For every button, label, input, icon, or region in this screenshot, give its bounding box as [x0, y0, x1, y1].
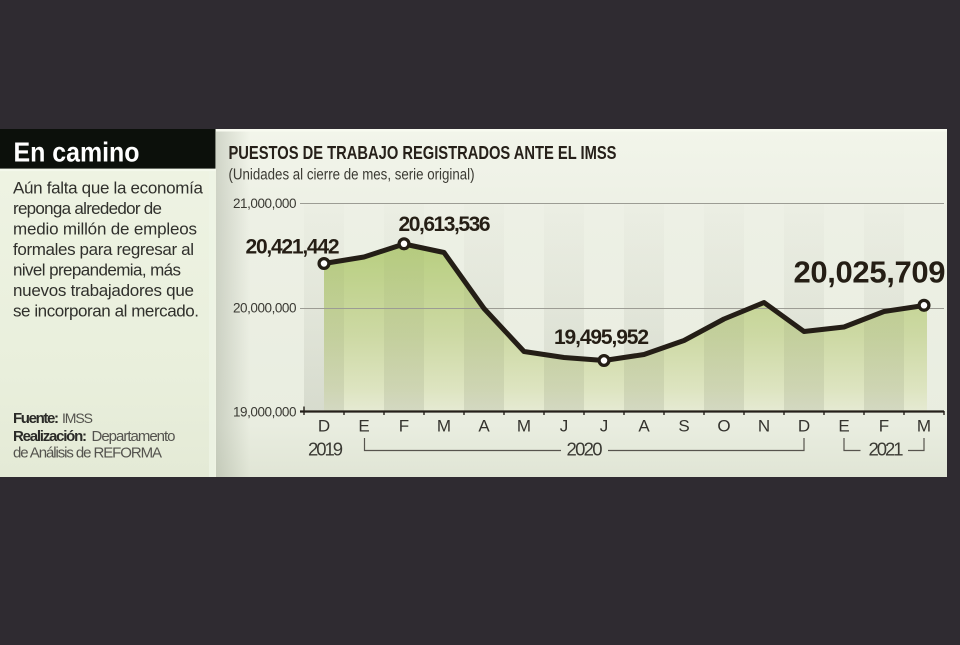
svg-text:Aún falta que la economía: Aún falta que la economía	[13, 179, 204, 198]
svg-text:2021: 2021	[869, 439, 904, 460]
svg-text:J: J	[560, 417, 569, 436]
svg-text:(Unidades al cierre de mes, se: (Unidades al cierre de mes, serie origin…	[229, 167, 475, 184]
svg-text:21,000,000: 21,000,000	[233, 196, 297, 211]
svg-text:Fuente:: Fuente:	[13, 410, 59, 427]
svg-text:A: A	[478, 417, 490, 436]
svg-text:O: O	[717, 417, 730, 436]
svg-text:2019: 2019	[308, 439, 343, 460]
svg-text:M: M	[437, 417, 451, 436]
svg-text:F: F	[879, 417, 889, 436]
svg-text:se incorporan al mercado.: se incorporan al mercado.	[13, 302, 199, 321]
svg-text:D: D	[798, 417, 810, 436]
svg-text:En camino: En camino	[14, 136, 140, 167]
svg-text:M: M	[917, 417, 931, 436]
svg-text:A: A	[638, 417, 650, 436]
svg-text:IMSS: IMSS	[62, 410, 93, 426]
svg-text:reponga alrededor de: reponga alrededor de	[13, 199, 162, 218]
svg-text:S: S	[678, 417, 689, 436]
svg-text:Realización:: Realización:	[13, 428, 87, 445]
svg-text:N: N	[758, 417, 770, 436]
svg-text:20,025,709: 20,025,709	[794, 255, 946, 290]
svg-text:19,495,952: 19,495,952	[554, 326, 649, 349]
svg-text:20,421,442: 20,421,442	[246, 236, 340, 259]
svg-text:E: E	[838, 417, 849, 436]
svg-text:D: D	[318, 417, 330, 436]
svg-text:E: E	[358, 417, 369, 436]
svg-text:medio millón de empleos: medio millón de empleos	[13, 220, 197, 239]
svg-text:nuevos trabajadores que: nuevos trabajadores que	[13, 281, 194, 300]
svg-text:F: F	[399, 417, 409, 436]
svg-text:formales para regresar al: formales para regresar al	[13, 240, 194, 259]
svg-text:20,000,000: 20,000,000	[233, 301, 297, 316]
svg-text:Departamento: Departamento	[92, 428, 176, 445]
svg-text:M: M	[517, 417, 531, 436]
svg-text:19,000,000: 19,000,000	[233, 405, 297, 420]
svg-text:nivel prepandemia, más: nivel prepandemia, más	[13, 261, 181, 280]
svg-text:20,613,536: 20,613,536	[399, 213, 491, 236]
svg-text:de Análisis de REFORMA: de Análisis de REFORMA	[13, 445, 162, 462]
svg-text:PUESTOS DE TRABAJO REGISTRADOS: PUESTOS DE TRABAJO REGISTRADOS ANTE EL I…	[229, 143, 617, 163]
svg-text:2020: 2020	[567, 439, 603, 460]
svg-text:J: J	[600, 417, 609, 436]
